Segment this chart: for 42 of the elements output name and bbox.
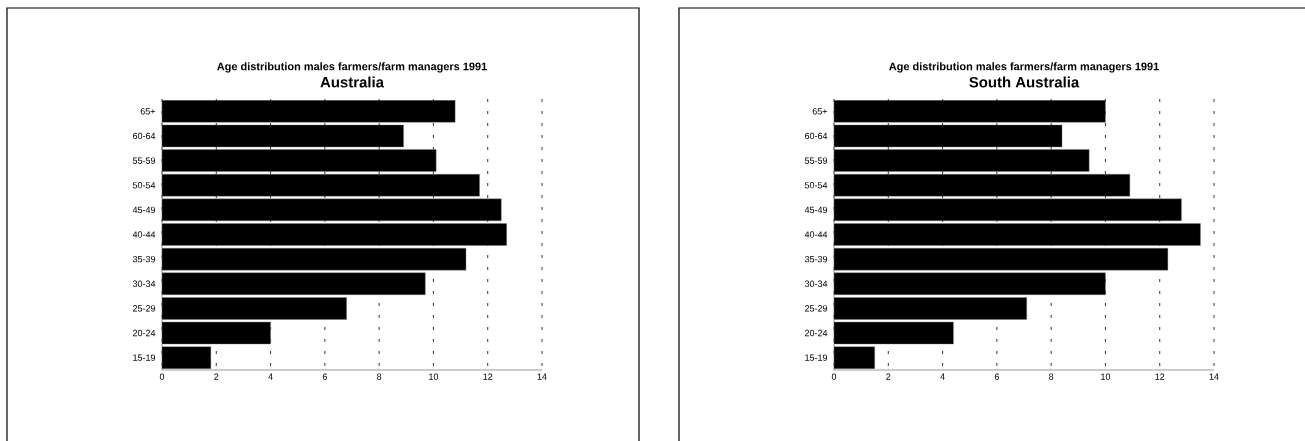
y-tick-label: 50-54 bbox=[804, 182, 828, 189]
y-tick-label: 20-24 bbox=[805, 329, 828, 337]
y-tick-label: 60-64 bbox=[133, 132, 156, 140]
y-tick-label: 60-64 bbox=[805, 132, 828, 140]
x-tick-label: 0 bbox=[159, 373, 165, 380]
y-tick-label: 50-54 bbox=[132, 182, 156, 189]
x-tick-label: 6 bbox=[994, 373, 999, 380]
y-tick-label: 20-24 bbox=[133, 329, 156, 337]
y-tick-label: 40-44 bbox=[804, 231, 828, 238]
y-tick-label: 55-59 bbox=[132, 157, 156, 164]
y-tick-label: 45-49 bbox=[132, 206, 156, 214]
x-tick-label: 14 bbox=[537, 373, 547, 380]
y-tick-label: 65+ bbox=[140, 108, 156, 115]
y-tick-label: 15-19 bbox=[133, 354, 156, 361]
chart-subtitle: South Australia bbox=[969, 76, 1080, 88]
x-tick-label: 4 bbox=[268, 373, 273, 380]
y-tick-label: 25-29 bbox=[805, 305, 828, 312]
x-tick-label: 10 bbox=[429, 373, 439, 380]
y-tick-label: 30-34 bbox=[804, 280, 828, 287]
y-tick-label: 65+ bbox=[812, 108, 828, 115]
y-tick-label: 25-29 bbox=[133, 305, 156, 312]
x-tick-label: 6 bbox=[322, 373, 327, 380]
y-tick-label: 30-34 bbox=[132, 280, 156, 287]
y-tick-label: 35-39 bbox=[132, 255, 156, 263]
x-tick-label: 10 bbox=[1101, 373, 1111, 380]
x-tick-label: 2 bbox=[886, 373, 891, 380]
chart-title: Age distribution males farmers/farm managers 1991 bbox=[217, 62, 487, 73]
x-tick-label: 8 bbox=[1049, 373, 1054, 380]
y-tick-label: 55-59 bbox=[804, 157, 828, 164]
x-tick-label: 0 bbox=[831, 373, 837, 380]
x-tick-label: 12 bbox=[1155, 373, 1165, 380]
y-tick-label: 35-39 bbox=[804, 255, 828, 263]
chart-subtitle: Australia bbox=[320, 76, 385, 88]
y-tick-label: 15-19 bbox=[805, 354, 828, 361]
y-tick-label: 40-44 bbox=[132, 231, 156, 238]
x-tick-label: 4 bbox=[940, 373, 945, 380]
x-tick-label: 8 bbox=[377, 373, 382, 380]
chart-title: Age distribution males farmers/farm managers 1991 bbox=[889, 62, 1159, 73]
x-tick-label: 14 bbox=[1209, 373, 1219, 380]
x-tick-label: 2 bbox=[214, 373, 219, 380]
x-tick-label: 12 bbox=[483, 373, 493, 380]
y-tick-label: 45-49 bbox=[804, 206, 828, 214]
